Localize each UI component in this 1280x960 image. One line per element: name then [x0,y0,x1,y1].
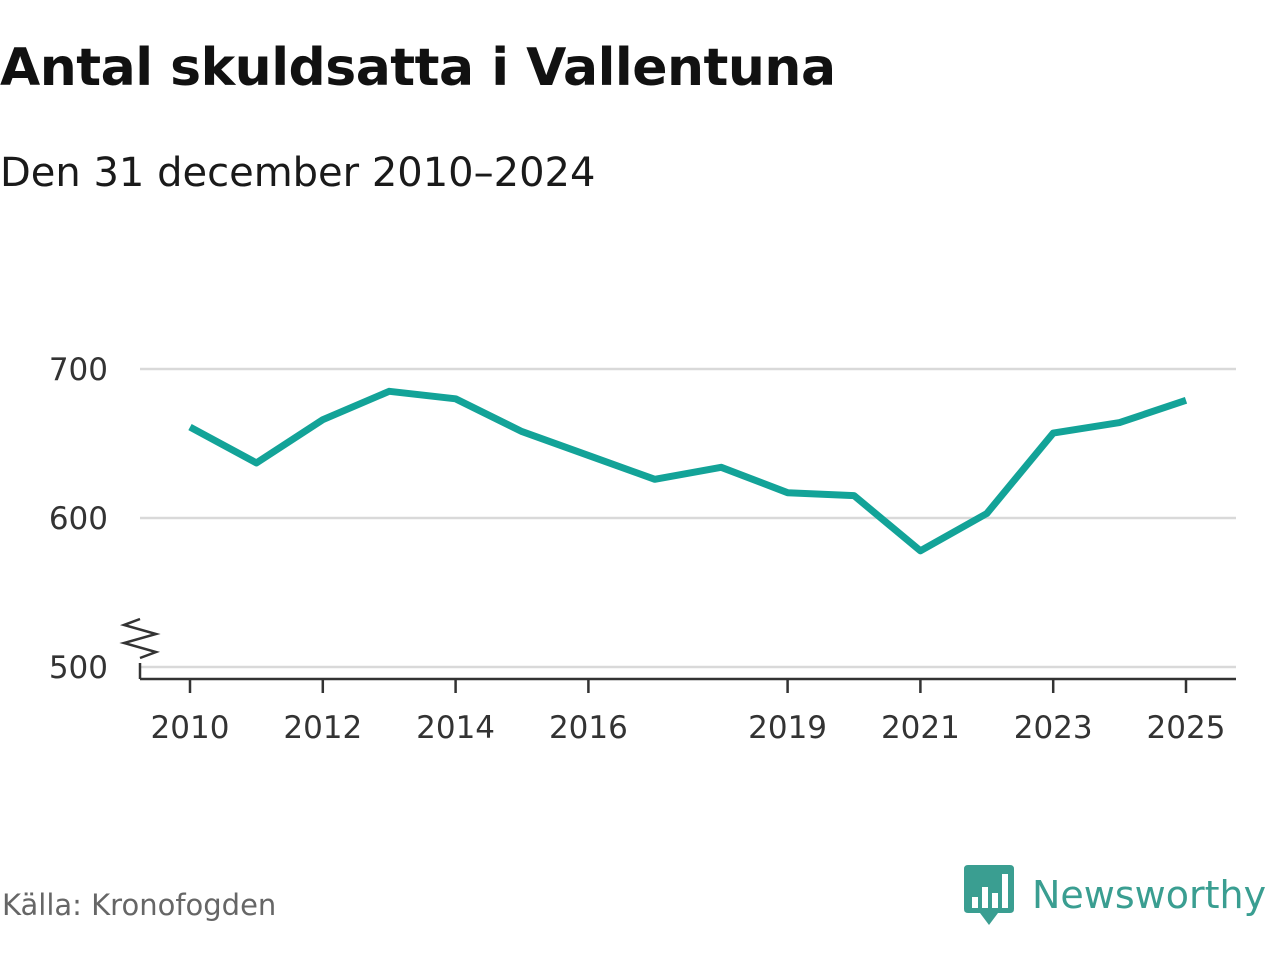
x-tick-label: 2025 [1147,710,1226,746]
x-tick-label: 2021 [881,710,960,746]
brand-logo: Newsworthy [964,864,1266,926]
x-tick-label: 2014 [416,710,495,746]
x-tick-label: 2019 [748,710,827,746]
x-axis: 2010 2012 2014 2016 2019 2021 2023 2025 [119,617,1236,746]
x-tick-label: 2023 [1014,710,1093,746]
x-tick-label: 2016 [549,710,628,746]
y-tick-label: 700 [49,352,108,388]
gridlines [140,367,1236,669]
chart-subtitle: Den 31 december 2010–2024 [0,150,596,196]
axis-break-icon [119,617,161,660]
brand-name: Newsworthy [1032,873,1267,917]
y-tick-label: 600 [49,501,108,537]
series-layer [188,387,1188,555]
y-tick-label: 500 [49,650,108,686]
y-axis: 500 600 700 [49,352,108,686]
source-note: Källa: Kronofogden [2,888,277,922]
newsworthy-logo-icon [964,865,1014,925]
x-tick-label: 2012 [283,710,362,746]
chart-title: Antal skuldsatta i Vallentuna [0,38,836,98]
series-line [188,387,1188,555]
x-tick-label: 2010 [151,710,230,746]
